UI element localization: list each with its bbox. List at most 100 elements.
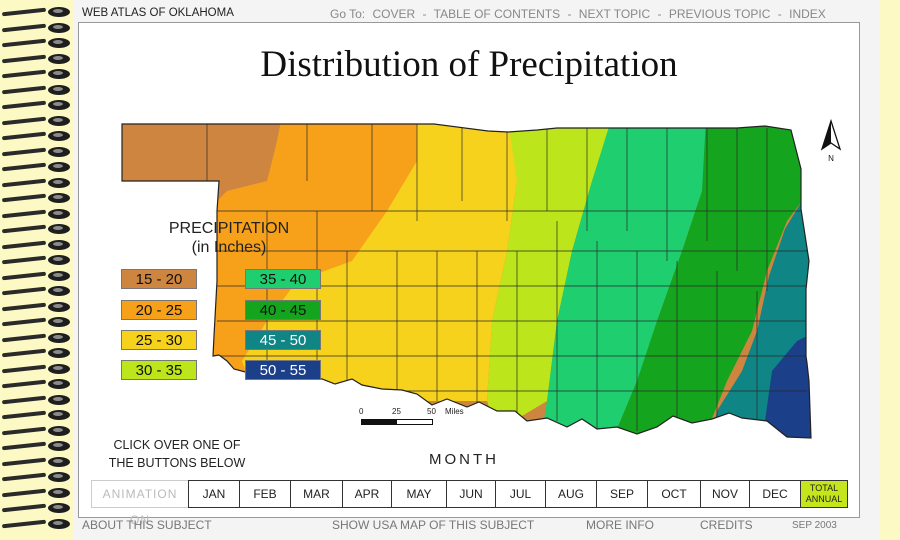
total-label: TOTAL: [809, 483, 839, 493]
atlas-page: WEB ATLAS OF OKLAHOMA Go To: COVER - TAB…: [74, 0, 880, 540]
footer: ABOUT THIS SUBJECT SHOW USA MAP OF THIS …: [74, 518, 874, 536]
binding-ring: [1, 6, 72, 18]
binding-ring: [1, 502, 72, 514]
zone-35-40: [537, 124, 727, 438]
nav-separator: -: [777, 7, 782, 21]
binding-ring: [1, 332, 72, 344]
month-button-feb[interactable]: FEB: [239, 480, 290, 508]
atlas-title: WEB ATLAS OF OKLAHOMA: [82, 7, 234, 19]
binding-ring: [1, 192, 72, 204]
binding-ring: [1, 99, 72, 111]
legend-swatch-20-25: 20 - 25: [121, 300, 197, 320]
binding-ring: [1, 223, 72, 235]
month-button-jan[interactable]: JAN: [188, 480, 239, 508]
binding-ring: [1, 115, 72, 127]
month-button-oct[interactable]: OCT: [647, 480, 700, 508]
month-button-jun[interactable]: JUN: [446, 480, 495, 508]
binding-ring: [1, 177, 72, 189]
oklahoma-precipitation-map: [121, 123, 812, 439]
binding-ring: [1, 456, 72, 468]
binding-ring: [1, 270, 72, 282]
month-button-nov[interactable]: NOV: [700, 480, 749, 508]
north-label: N: [828, 154, 834, 163]
zone-30-35: [487, 124, 622, 431]
usa-map-link[interactable]: SHOW USA MAP OF THIS SUBJECT: [332, 518, 535, 532]
binding-ring: [1, 208, 72, 220]
animation-on-button[interactable]: ANIMATION ON: [91, 480, 188, 527]
binding-ring: [1, 84, 72, 96]
legend-swatch-50-55: 50 - 55: [245, 360, 321, 380]
annual-label: ANNUAL: [805, 494, 843, 504]
binding-ring: [1, 254, 72, 266]
binding-ring: [1, 518, 72, 530]
month-button-jul[interactable]: JUL: [495, 480, 545, 508]
total-annual-button[interactable]: TOTAL ANNUAL: [800, 480, 848, 508]
binding-ring: [1, 378, 72, 390]
nav-previous-link[interactable]: PREVIOUS TOPIC: [668, 7, 771, 21]
legend-title-line2: (in Inches): [191, 239, 267, 256]
binding-ring: [1, 37, 72, 49]
binding-ring: [1, 394, 72, 406]
binding-ring: [1, 440, 72, 452]
nav-separator: -: [657, 7, 662, 21]
month-button-aug[interactable]: AUG: [545, 480, 596, 508]
binding-ring: [1, 53, 72, 65]
month-button-may[interactable]: MAY: [391, 480, 446, 508]
scale-mid: 25: [392, 407, 401, 416]
county-boundaries: [206, 124, 807, 431]
legend-swatch-25-30: 25 - 30: [121, 330, 197, 350]
instructions: CLICK OVER ONE OF THE BUTTONS BELOW: [87, 436, 267, 472]
nav-next-link[interactable]: NEXT TOPIC: [578, 7, 651, 21]
scale-bar: 0 25 50 Miles: [359, 407, 489, 437]
binding-ring: [1, 316, 72, 328]
scale-bar-graphic: [361, 419, 433, 425]
credits-link[interactable]: CREDITS: [700, 518, 753, 532]
binding-ring: [1, 347, 72, 359]
page-title: Distribution of Precipitation: [260, 44, 678, 85]
legend-swatch-45-50: 45 - 50: [245, 330, 321, 350]
scale-zero: 0: [359, 407, 364, 416]
spiral-binding: [0, 0, 74, 540]
nav-separator: -: [567, 7, 572, 21]
legend-swatch-15-20: 15 - 20: [121, 269, 197, 289]
binding-ring: [1, 487, 72, 499]
legend-swatch-40-45: 40 - 45: [245, 300, 321, 320]
top-navigation: WEB ATLAS OF OKLAHOMA Go To: COVER - TAB…: [82, 6, 874, 22]
about-subject-link[interactable]: ABOUT THIS SUBJECT: [82, 518, 212, 532]
nav-contents-link[interactable]: TABLE OF CONTENTS: [433, 7, 561, 21]
month-button-mar[interactable]: MAR: [290, 480, 342, 508]
legend-swatch-35-40: 35 - 40: [245, 269, 321, 289]
binding-ring: [1, 363, 72, 375]
binding-ring: [1, 68, 72, 80]
binding-ring: [1, 301, 72, 313]
binding-ring: [1, 146, 72, 158]
month-label: MONTH: [429, 451, 499, 468]
binding-ring: [1, 285, 72, 297]
binding-ring: [1, 239, 72, 251]
scale-max: 50: [427, 407, 436, 416]
goto-label: Go To:: [330, 7, 366, 21]
month-button-sep[interactable]: SEP: [596, 480, 647, 508]
binding-ring: [1, 409, 72, 421]
date-label: SEP 2003: [792, 520, 837, 531]
binding-ring: [1, 425, 72, 437]
north-arrow-icon: N: [820, 119, 842, 163]
nav-separator: -: [422, 7, 427, 21]
month-button-dec[interactable]: DEC: [749, 480, 800, 508]
binding-ring: [1, 161, 72, 173]
instructions-line2: THE BUTTONS BELOW: [108, 456, 246, 470]
nav-cover-link[interactable]: COVER: [372, 7, 416, 21]
binding-ring: [1, 22, 72, 34]
binding-ring: [1, 130, 72, 142]
month-button-apr[interactable]: APR: [342, 480, 391, 508]
legend-swatch-30-35: 30 - 35: [121, 360, 197, 380]
more-info-link[interactable]: MORE INFO: [586, 518, 654, 532]
map-panel: Distribution of Precipitation: [78, 22, 860, 527]
scale-unit: Miles: [445, 407, 464, 416]
instructions-line1: CLICK OVER ONE OF: [113, 438, 241, 452]
goto-nav: Go To: COVER - TABLE OF CONTENTS - NEXT …: [330, 7, 830, 21]
nav-index-link[interactable]: INDEX: [789, 7, 826, 21]
legend-title-line1: PRECIPITATION: [168, 220, 290, 237]
legend-title: PRECIPITATION (in Inches): [139, 219, 319, 257]
zone-40-45: [597, 124, 811, 438]
